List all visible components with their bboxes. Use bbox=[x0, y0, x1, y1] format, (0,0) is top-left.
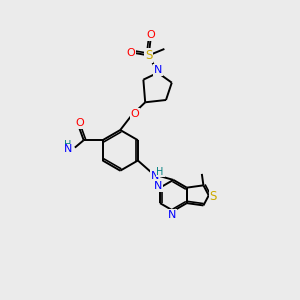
Text: S: S bbox=[210, 190, 217, 203]
Text: O: O bbox=[75, 118, 84, 128]
Text: O: O bbox=[127, 48, 136, 58]
Text: N: N bbox=[168, 210, 176, 220]
Text: H: H bbox=[64, 140, 72, 150]
Text: H: H bbox=[156, 167, 164, 177]
Text: O: O bbox=[131, 109, 140, 119]
Text: N: N bbox=[154, 65, 162, 75]
Text: O: O bbox=[147, 30, 155, 40]
Text: S: S bbox=[145, 49, 152, 62]
Text: N: N bbox=[64, 145, 72, 154]
Text: N: N bbox=[154, 182, 162, 191]
Text: N: N bbox=[151, 170, 159, 181]
